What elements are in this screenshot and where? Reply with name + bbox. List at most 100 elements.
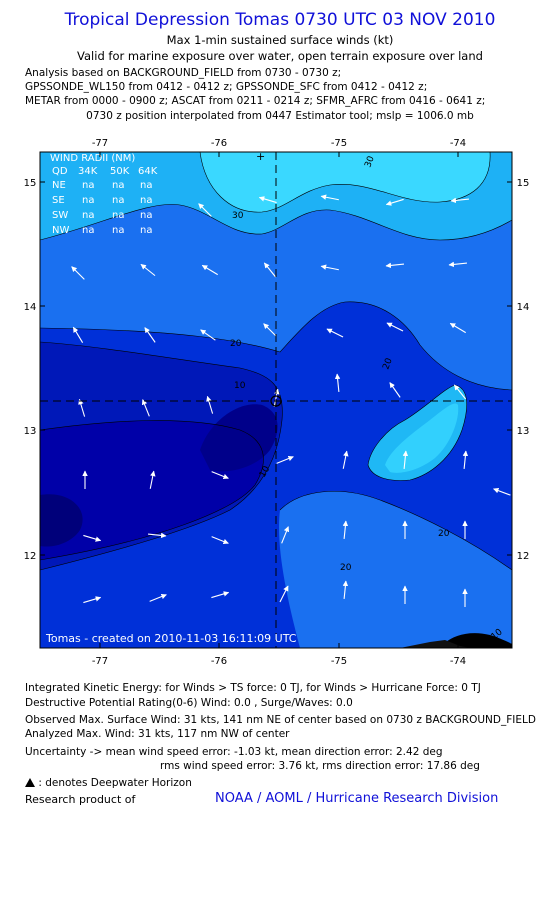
wind-vector-arrow [144, 327, 156, 343]
wind-vector-arrow [141, 399, 150, 417]
wind-vector-arrow [385, 198, 404, 206]
wind-vector-arrow [386, 322, 404, 332]
wind-radii-se-50: na [112, 195, 124, 206]
contour-label: 30 [363, 155, 376, 169]
wind-radii-nw-64: na [140, 225, 152, 236]
lon-label-top: -76 [211, 138, 227, 149]
wind-vector-arrow [149, 470, 156, 489]
wind-vector-arrow [342, 580, 349, 600]
wind-radii-header-64k: 64K [138, 166, 158, 177]
wind-vector-arrow [72, 326, 84, 344]
wind-radii-header-qd: QD [52, 166, 68, 177]
wind-vector-arrow [276, 455, 294, 464]
position-note: 0730 z position interpolated from 0447 E… [86, 110, 474, 122]
wind-vector-arrow [78, 398, 86, 417]
wind-radii-sw-34: na [82, 210, 94, 221]
lat-label-left: 14 [24, 302, 37, 313]
lat-label-right: 13 [517, 426, 530, 437]
wind-vector-arrow [281, 526, 290, 544]
wind-vector-arrow [334, 373, 341, 393]
deepwater-label: : denotes Deepwater Horizon [38, 777, 192, 789]
contour-label: 20 [438, 529, 450, 539]
uncertainty-line-1: Uncertainty -> mean wind speed error: -1… [25, 746, 443, 758]
wind-vector-arrow [71, 266, 85, 280]
wind-vector-arrow [342, 450, 349, 469]
wind-radii-nw-label: NW [52, 225, 69, 236]
core-min [200, 404, 278, 472]
wind-vector-arrow [449, 322, 467, 334]
lon-label-bottom: -76 [211, 656, 227, 667]
wind-vector-arrow [211, 536, 229, 545]
wind-radii-nw-34: na [82, 225, 94, 236]
lon-label-bottom: -74 [450, 656, 466, 667]
wind-vector-arrow [147, 532, 167, 539]
wind-radii-sw-label: SW [52, 210, 68, 221]
analyzed-max-line: Analyzed Max. Wind: 31 kts, 117 nm NW of… [25, 728, 290, 740]
axis-labels: -77 -76 -75 -74 -77 -76 -75 -74 15 14 13… [24, 138, 530, 667]
analysis-line-2: GPSSONDE_WL150 from 0412 - 0412 z; GPSSO… [25, 81, 428, 93]
wind-vector-arrow [140, 263, 156, 277]
band-20-30-se [279, 491, 512, 648]
wind-vector-arrow [385, 262, 405, 269]
wind-radii-ne-50: na [112, 180, 124, 191]
wind-radii-se-64: na [140, 195, 152, 206]
contour-label: 20 [230, 339, 242, 349]
lat-label-right: 14 [517, 302, 530, 313]
lat-label-left: 13 [24, 426, 37, 437]
lat-label-right: 12 [517, 551, 530, 562]
research-label: Research product of [25, 793, 136, 806]
wind-vector-arrow [448, 261, 468, 268]
wind-vector-arrow [462, 450, 469, 470]
lat-label-left: 15 [24, 178, 37, 189]
wind-vector-arrow [263, 262, 277, 278]
wind-radii-table: WIND RADII (NM) QD 34K 50K 64K NE na na … [50, 153, 158, 236]
wind-vector-arrow [279, 585, 289, 603]
wind-radii-se-label: SE [52, 195, 65, 206]
wind-radii-title: WIND RADII (NM) [50, 153, 135, 164]
center-crosshair [40, 152, 512, 648]
analysis-line-3: METAR from 0000 - 0900 z; ASCAT from 021… [25, 95, 486, 107]
wind-vector-arrow [258, 196, 277, 204]
wind-radii-nw-50: na [112, 225, 124, 236]
wind-analysis-map: 30 30 20 20 10 10 20 20 10 + WIND RADII … [24, 138, 530, 667]
wind-radii-header-50k: 50K [110, 166, 130, 177]
axis-ticks [40, 152, 512, 648]
wind-vector-arrow [320, 194, 339, 201]
contour-lines [40, 152, 512, 571]
wind-vector-arrow [206, 395, 214, 414]
wind-vector-arrow [211, 471, 229, 480]
wind-vector-arrow [326, 328, 344, 338]
wind-radii-header-34k: 34K [78, 166, 98, 177]
wind-radii-sw-50: na [112, 210, 124, 221]
map-credit: Tomas - created on 2010-11-03 16:11:09 U… [45, 632, 297, 645]
wind-vector-arrow [149, 593, 167, 602]
lon-label-top: -77 [92, 138, 108, 149]
lon-label-bottom: -77 [92, 656, 108, 667]
storm-center-marker [270, 395, 282, 407]
dpr-line: Destructive Potential Rating(0-6) Wind: … [25, 697, 353, 709]
lon-label-top: -74 [450, 138, 466, 149]
contour-label: 20 [340, 563, 352, 573]
wind-radii-ne-label: NE [52, 180, 66, 191]
contour-label: 30 [232, 211, 244, 221]
wind-vector-arrow [83, 596, 102, 604]
wind-radii-ne-64: na [140, 180, 152, 191]
wind-vector-arrow [198, 203, 212, 217]
wind-vector-arrow [201, 264, 219, 276]
wind-vector-arrow [273, 388, 280, 407]
contour-labels: 30 30 20 20 10 10 20 20 10 [230, 155, 505, 643]
lon-label-top: -75 [331, 138, 347, 149]
wind-vectors [71, 194, 511, 607]
wind-vector-arrow [200, 329, 216, 341]
plus-marker: + [256, 150, 265, 163]
contour-label: 20 [381, 357, 394, 371]
contour-label: 10 [234, 381, 246, 391]
wind-vector-arrow [211, 591, 230, 599]
wind-vector-arrow [83, 534, 102, 542]
research-org-link[interactable]: NOAA / AOML / Hurricane Research Divisio… [215, 791, 499, 806]
wind-vector-arrow [342, 520, 349, 540]
ike-line: Integrated Kinetic Energy: for Winds > T… [25, 682, 481, 694]
wind-vector-arrow [389, 382, 401, 398]
wind-vector-arrow [453, 384, 467, 400]
oil-rig-icon [25, 778, 35, 787]
